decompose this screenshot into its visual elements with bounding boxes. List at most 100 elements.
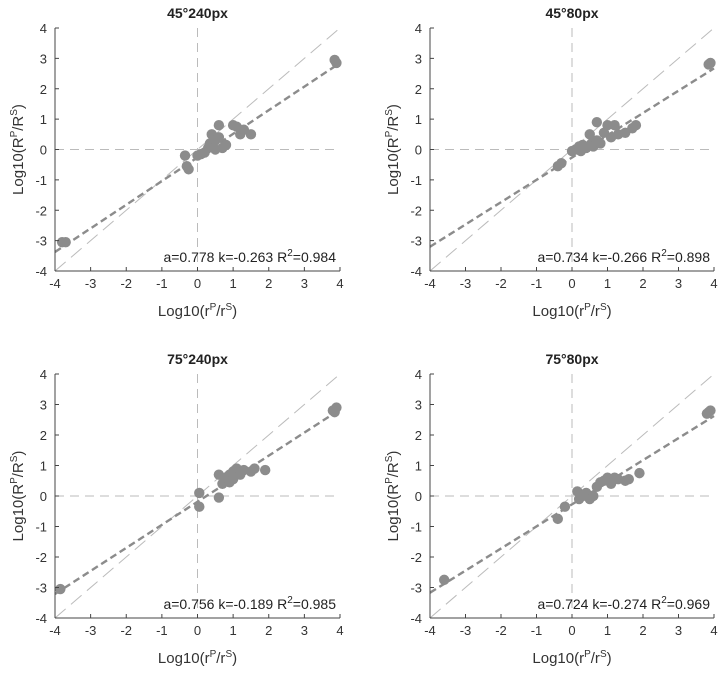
y-tick-label: 0 [415, 143, 422, 158]
data-point [331, 402, 342, 413]
data-point [552, 513, 563, 525]
panel-2: 45°80px -4 -3 -2 -1 0 1 2 3 4 -4 -3 -2 -1 0 1 2 3 4 Log10(r… [384, 5, 718, 320]
x-tick-label: -4 [49, 276, 61, 291]
x-tick-label: -3 [85, 623, 97, 638]
y-tick-label: 2 [415, 428, 422, 443]
y-tick-label: -3 [35, 581, 47, 596]
data-point [705, 405, 716, 416]
panel-4: 75°80px -4 -3 -2 -1 0 1 2 3 4 -4 -3 -2 -1 0 1 2 3 4 Log10(r… [384, 351, 718, 667]
y-tick-label: -2 [410, 550, 422, 565]
x-axis-label: Log10(rP/rS) [158, 302, 237, 320]
x-tick-label: -3 [460, 623, 472, 638]
fit-line [54, 408, 341, 596]
y-axis-label: Log10(RP/RS) [9, 451, 27, 542]
data-point [220, 139, 232, 151]
x-tick-label: 1 [604, 623, 611, 638]
x-tick-label: 0 [194, 276, 201, 291]
y-tick-label: 0 [40, 489, 47, 504]
x-tick-label: 1 [230, 623, 237, 638]
y-tick-label: -2 [35, 550, 47, 565]
x-tick-label: -2 [120, 623, 132, 638]
y-tick-label: -4 [35, 611, 47, 626]
data-point [623, 474, 634, 485]
x-tick-label: -4 [424, 276, 436, 291]
x-axis-label: Log10(rP/rS) [532, 649, 611, 667]
y-tick-label: -3 [410, 581, 422, 596]
y-tick-label: -4 [410, 611, 422, 626]
y-tick-label: 2 [40, 82, 47, 97]
y-tick-label: 2 [415, 82, 422, 97]
y-tick-label: 3 [415, 51, 422, 66]
x-tick-label: 0 [568, 623, 575, 638]
fit-stats-annotation: a=0.724 k=-0.274 R2=0.969 [537, 595, 710, 612]
data-point [194, 501, 205, 512]
data-point [179, 150, 191, 161]
y-tick-label: -3 [35, 234, 47, 249]
data-point [634, 467, 645, 479]
data-point [245, 129, 257, 140]
y-tick-label: 3 [415, 398, 422, 413]
y-tick-label: 1 [415, 112, 422, 127]
y-tick-label: -4 [410, 264, 422, 279]
y-tick-label: 4 [415, 21, 422, 36]
data-point [331, 57, 342, 69]
x-tick-label: 3 [301, 623, 308, 638]
x-tick-label: 0 [568, 276, 575, 291]
x-tick-label: -2 [495, 623, 507, 638]
data-point [183, 164, 194, 175]
data-point [213, 132, 225, 143]
panel-title: 45°240px [167, 5, 228, 21]
y-tick-label: -1 [410, 173, 422, 188]
data-point [556, 157, 567, 169]
data-point [249, 463, 260, 474]
y-tick-label: 3 [40, 398, 47, 413]
y-tick-label: -1 [410, 520, 422, 535]
y-tick-label: -3 [410, 234, 422, 249]
x-tick-label: 3 [301, 276, 308, 291]
panel-1: 45°240px -4 -3 -2 -1 0 1 2 3 4 -4 -3 -2 -1 0 1 2 3 4 Log10(… [9, 5, 344, 320]
x-tick-label: -1 [156, 276, 168, 291]
x-tick-label: -1 [531, 276, 543, 291]
data-point [705, 57, 716, 69]
x-tick-label: -3 [85, 276, 97, 291]
fit-stats-annotation: a=0.734 k=-0.266 R2=0.898 [537, 248, 710, 265]
panel-3: 75°240px -4 -3 -2 -1 0 1 2 3 4 -4 -3 -2 -1 0 1 2 3 4 Log10(… [9, 351, 344, 667]
y-tick-label: -2 [35, 203, 47, 218]
y-tick-label: 0 [40, 143, 47, 158]
panel-title: 75°80px [545, 351, 598, 367]
x-tick-label: -1 [531, 623, 543, 638]
x-tick-label: -4 [424, 623, 436, 638]
y-tick-label: 1 [415, 459, 422, 474]
x-tick-label: 4 [336, 623, 343, 638]
fit-stats-annotation: a=0.778 k=-0.263 R2=0.984 [163, 248, 336, 265]
data-point [588, 490, 599, 502]
data-point [591, 116, 603, 128]
data-point [584, 129, 595, 140]
y-tick-label: -2 [410, 203, 422, 218]
x-tick-label: -4 [49, 623, 61, 638]
y-axis-label: Log10(RP/RS) [384, 451, 402, 542]
y-tick-label: 4 [40, 21, 47, 36]
y-tick-label: 4 [415, 367, 422, 382]
fit-stats-annotation: a=0.756 k=-0.189 R2=0.985 [163, 595, 336, 612]
x-tick-label: -3 [460, 276, 472, 291]
y-axis-label: Log10(RP/RS) [384, 104, 402, 195]
data-point [55, 583, 66, 595]
fit-line [429, 67, 715, 248]
y-tick-label: 1 [40, 459, 47, 474]
y-tick-label: -4 [35, 264, 47, 279]
y-tick-label: -1 [35, 173, 47, 188]
x-tick-label: 2 [265, 623, 272, 638]
x-tick-label: -2 [120, 276, 132, 291]
x-tick-label: 1 [230, 276, 237, 291]
data-point [595, 138, 606, 149]
data-point [194, 487, 205, 499]
x-tick-label: 2 [639, 623, 646, 638]
x-tick-label: 3 [675, 276, 682, 291]
y-axis-label: Log10(RP/RS) [9, 104, 27, 195]
x-tick-label: 4 [336, 276, 343, 291]
data-point [213, 120, 225, 131]
data-point [630, 120, 642, 131]
x-tick-label: 3 [675, 623, 682, 638]
